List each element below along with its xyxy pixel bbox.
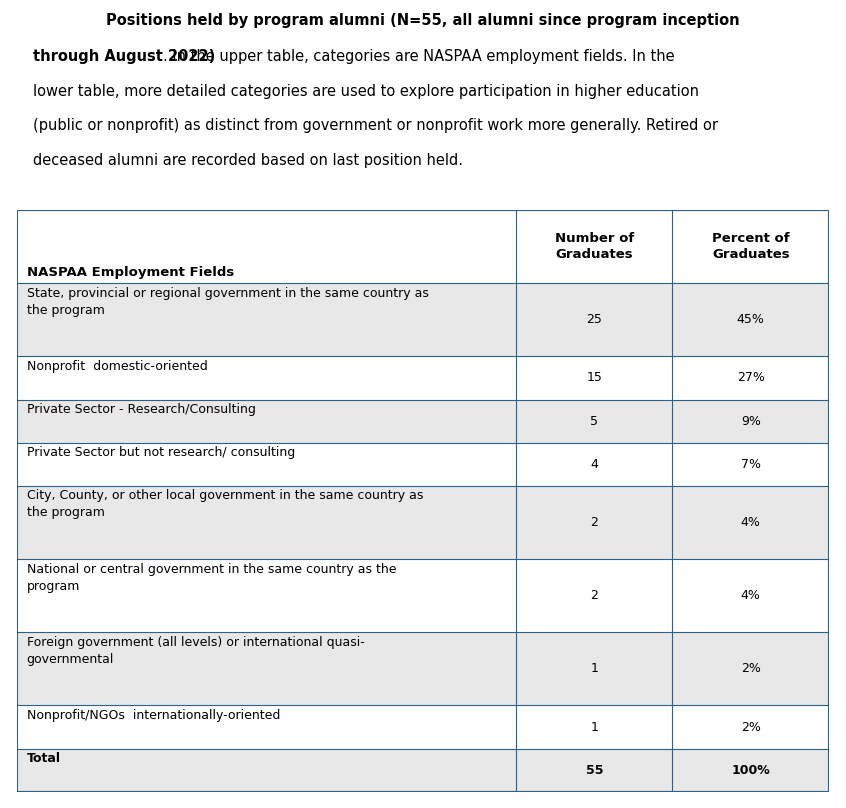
Bar <box>17 284 829 356</box>
Bar <box>17 356 829 400</box>
Text: 2: 2 <box>591 589 598 602</box>
Text: 27%: 27% <box>737 372 765 385</box>
Text: City, County, or other local government in the same country as
the program: City, County, or other local government … <box>27 490 423 520</box>
Text: 55: 55 <box>585 764 603 776</box>
Text: Nonprofit/NGOs  internationally-oriented: Nonprofit/NGOs internationally-oriented <box>27 709 280 722</box>
Text: 1: 1 <box>591 721 598 734</box>
Text: 2%: 2% <box>741 663 761 675</box>
Text: 100%: 100% <box>731 764 770 776</box>
Text: Total: Total <box>27 752 61 765</box>
Text: (public or nonprofit) as distinct from government or nonprofit work more general: (public or nonprofit) as distinct from g… <box>33 118 718 133</box>
Text: 4: 4 <box>591 458 598 471</box>
Bar <box>17 443 829 486</box>
Text: through August 2022): through August 2022) <box>33 48 216 64</box>
Text: Foreign government (all levels) or international quasi-
governmental: Foreign government (all levels) or inter… <box>27 636 365 666</box>
Bar <box>17 749 829 792</box>
Text: 4%: 4% <box>741 516 761 529</box>
Text: Nonprofit  domestic-oriented: Nonprofit domestic-oriented <box>27 360 207 372</box>
Text: 1: 1 <box>591 663 598 675</box>
Text: . In the upper table, categories are NASPAA employment fields. In the: . In the upper table, categories are NAS… <box>163 48 675 64</box>
Text: Percent of
Graduates: Percent of Graduates <box>711 232 789 261</box>
Text: 7%: 7% <box>741 458 761 471</box>
Text: lower table, more detailed categories are used to explore participation in highe: lower table, more detailed categories ar… <box>33 83 699 99</box>
Text: 2: 2 <box>591 516 598 529</box>
Bar <box>17 486 829 559</box>
Text: 45%: 45% <box>737 314 765 326</box>
Text: 2%: 2% <box>741 721 761 734</box>
Text: Positions held by program alumni (N=55, all alumni since program inception: Positions held by program alumni (N=55, … <box>107 13 739 28</box>
Text: State, provincial or regional government in the same country as
the program: State, provincial or regional government… <box>27 287 429 317</box>
Text: National or central government in the same country as the
program: National or central government in the sa… <box>27 562 396 592</box>
Text: 9%: 9% <box>741 415 761 427</box>
Text: deceased alumni are recorded based on last position held.: deceased alumni are recorded based on la… <box>33 154 463 168</box>
Text: NASPAA Employment Fields: NASPAA Employment Fields <box>27 266 233 279</box>
Bar <box>17 559 829 633</box>
Text: 4%: 4% <box>741 589 761 602</box>
Text: 5: 5 <box>591 415 598 427</box>
Text: Number of
Graduates: Number of Graduates <box>555 232 634 261</box>
Text: Private Sector - Research/Consulting: Private Sector - Research/Consulting <box>27 403 255 416</box>
Text: 25: 25 <box>586 314 602 326</box>
Text: 15: 15 <box>586 372 602 385</box>
Bar <box>17 400 829 443</box>
Text: Private Sector but not research/ consulting: Private Sector but not research/ consult… <box>27 446 295 459</box>
Bar <box>17 210 829 284</box>
Bar <box>17 705 829 749</box>
Bar <box>17 633 829 705</box>
